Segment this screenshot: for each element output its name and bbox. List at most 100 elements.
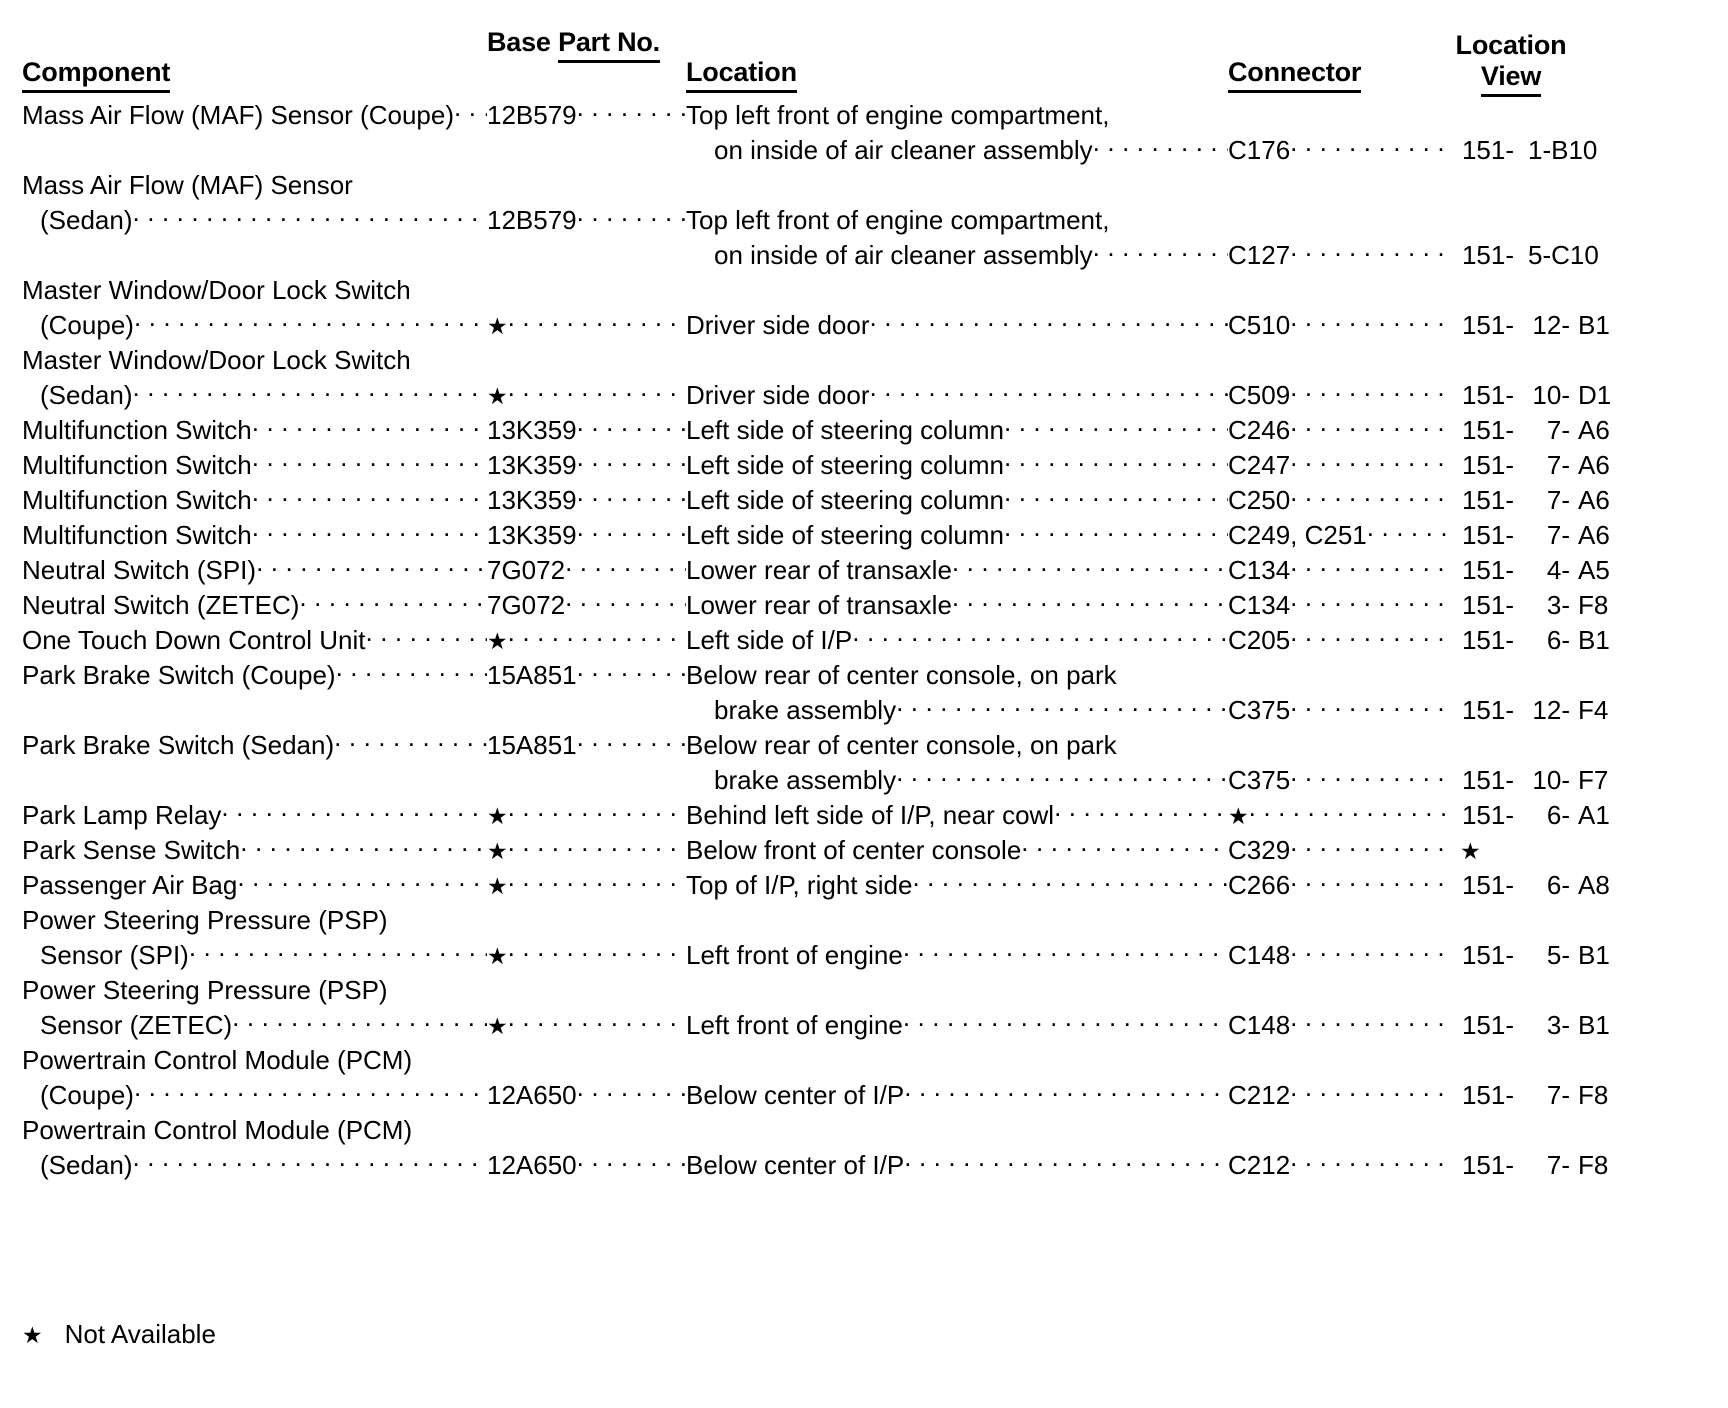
table-row: (Sedan) ★ Driver side door C509 151- 10- D1 (0, 378, 1728, 413)
cell-location-text: Below center of I/P (686, 1150, 905, 1180)
location-view-view3: A8 (1578, 870, 1610, 900)
dot-leader (365, 628, 487, 654)
dot-leader (189, 943, 487, 969)
table-row: Neutral Switch (ZETEC) 7G072 Lower rear of… (0, 588, 1728, 623)
cell-connector: C148 (1228, 1008, 1446, 1043)
dot-leader (221, 803, 487, 829)
location-view-view2: 10- (1532, 765, 1570, 795)
cell-location: brake assembly (686, 693, 1228, 728)
not-available-star-icon: ★ (487, 383, 508, 409)
cell-connector-text: C375 (1228, 695, 1291, 725)
cell-component-text: Multifunction Switch (22, 485, 252, 515)
dot-leader (252, 453, 487, 479)
table-row: Power Steering Pressure (PSP) (0, 903, 1728, 938)
dot-leader (508, 838, 686, 864)
cell-part: ★ (487, 313, 686, 339)
cell-part: ★ (487, 803, 686, 829)
cell-component: Neutral Switch (ZETEC) (0, 588, 487, 623)
cell-location-text: Below front of center console (686, 835, 1022, 865)
cell-component: Mass Air Flow (MAF) Sensor (Coupe) (0, 98, 487, 133)
dot-leader (133, 208, 488, 234)
cell-location-text: Top of I/P, right side (686, 870, 913, 900)
location-view-view2: 3- (1546, 1010, 1570, 1040)
cell-location-view: 151- 1-B10 (1446, 133, 1728, 168)
column-header-location-view: Location View (1446, 30, 1576, 97)
cell-component-text: Neutral Switch (ZETEC) (22, 590, 300, 620)
cell-location: on inside of air cleaner assembly (686, 238, 1228, 273)
cell-location-text: Left side of steering column (686, 520, 1004, 550)
location-view-view1: 151- (1461, 765, 1514, 795)
cell-location-view: 151- 7- A6 (1446, 483, 1728, 518)
cell-connector: C148 (1228, 938, 1446, 973)
cell-part-text: 12B579 (487, 100, 577, 130)
dot-leader (508, 943, 686, 969)
cell-part: 7G072 (487, 588, 686, 623)
cell-component-text: Powertrain Control Module (PCM) (22, 1045, 413, 1075)
cell-part-text: 13K359 (487, 485, 577, 515)
cell-location-text: Driver side door (686, 310, 870, 340)
cell-connector-text: C375 (1228, 765, 1291, 795)
cell-connector-text: C148 (1228, 940, 1291, 970)
dot-leader (336, 663, 487, 689)
location-view-view3: B1 (1578, 310, 1610, 340)
cell-component: Multifunction Switch (0, 413, 487, 448)
cell-location-view: 151- 6- A1 (1446, 798, 1728, 833)
dot-leader (904, 1083, 1228, 1109)
cell-location-text: Left front of engine (686, 1010, 903, 1040)
cell-location: Left front of engine (686, 1008, 1228, 1043)
cell-location: Top of I/P, right side (686, 868, 1228, 903)
dot-leader (508, 383, 686, 409)
dot-leader (870, 313, 1228, 339)
dot-leader (1054, 803, 1228, 829)
location-view-view2: 1-B10 (1528, 135, 1598, 165)
location-view-view3: F8 (1578, 1080, 1609, 1110)
cell-connector: C205 (1228, 623, 1446, 658)
not-available-star-icon: ★ (487, 803, 508, 829)
dot-leader (1249, 803, 1446, 829)
cell-connector: C247 (1228, 448, 1446, 483)
not-available-star-icon: ★ (22, 1322, 43, 1348)
location-view-view1: 151- (1461, 1010, 1514, 1040)
location-view-view2: 12- (1532, 695, 1570, 725)
footnote-label: Not Available (64, 1319, 216, 1349)
dot-leader (1004, 453, 1228, 479)
column-header-component: Component (22, 57, 170, 93)
column-header-connector: Connector (1228, 57, 1361, 93)
table-row: Master Window/Door Lock Switch (0, 273, 1728, 308)
dot-leader (952, 593, 1228, 619)
table-row: Power Steering Pressure (PSP) (0, 973, 1728, 1008)
dot-leader (565, 593, 686, 619)
cell-connector-text: C247 (1228, 450, 1291, 480)
cell-part-text: 15A851 (487, 660, 577, 690)
cell-component-text: Power Steering Pressure (PSP) (22, 905, 388, 935)
dot-leader (1290, 628, 1446, 654)
table-row: (Coupe) 12A650 Below center of I/P C212 151-… (0, 1078, 1728, 1113)
cell-part-text: 13K359 (487, 450, 577, 480)
dot-leader (1290, 873, 1446, 899)
table-row: Park Brake Switch (Coupe) 15A851 Below rea… (0, 658, 1728, 693)
cell-location-text: brake assembly (714, 765, 897, 795)
location-view-view2: 4- (1546, 555, 1570, 585)
table-row: Mass Air Flow (MAF) Sensor (0, 168, 1728, 203)
cell-connector: C127 (1228, 238, 1446, 273)
cell-location: Below rear of center console, on park (686, 658, 1228, 693)
cell-location-view: 151- 4- A5 (1446, 553, 1728, 588)
cell-component: Powertrain Control Module (PCM) (0, 1113, 487, 1148)
cell-part: 13K359 (487, 483, 686, 518)
cell-location: Lower rear of transaxle (686, 588, 1228, 623)
location-view-view3: A6 (1578, 520, 1610, 550)
location-view-view2: 7- (1546, 1080, 1570, 1110)
cell-location: Left side of steering column (686, 483, 1228, 518)
location-view-view3: A6 (1578, 415, 1610, 445)
cell-part: 13K359 (487, 518, 686, 553)
cell-location-view: 151- 7- F8 (1446, 1078, 1728, 1113)
dot-leader (1290, 313, 1446, 339)
cell-connector-text: C246 (1228, 415, 1291, 445)
cell-location-view: 151- 12- B1 (1446, 308, 1728, 343)
cell-part: ★ (487, 943, 686, 969)
table-row: (Sedan) 12B579 Top left front of engine co… (0, 203, 1728, 238)
not-available-star-icon: ★ (1460, 838, 1481, 864)
location-view-view3: F8 (1578, 1150, 1609, 1180)
dot-leader (256, 558, 487, 584)
cell-part-text: 12A650 (487, 1150, 577, 1180)
